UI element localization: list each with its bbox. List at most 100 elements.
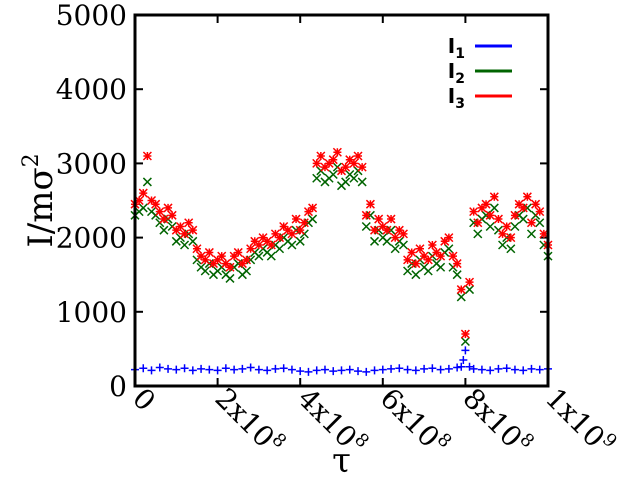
data-point [238, 364, 247, 373]
data-point [539, 229, 549, 239]
data-point [469, 207, 479, 217]
legend-label: I2 [448, 59, 465, 87]
data-point [291, 214, 301, 224]
data-point [506, 233, 516, 243]
data-point [180, 240, 190, 250]
data-point [349, 173, 359, 183]
data-point [233, 259, 243, 269]
data-point [329, 367, 338, 376]
data-point [518, 203, 528, 213]
data-point [452, 270, 462, 280]
data-point [485, 221, 495, 232]
y-tick-label: 4000 [56, 73, 127, 106]
data-point [225, 262, 235, 272]
legend-label-sub: 3 [455, 96, 465, 112]
data-point [217, 251, 227, 261]
data-point [337, 366, 346, 375]
data-point [527, 364, 536, 373]
data-point [444, 244, 454, 254]
data-point [204, 247, 214, 257]
data-point [279, 364, 288, 373]
data-point [460, 329, 470, 339]
data-point [423, 266, 433, 276]
data-point [295, 236, 305, 246]
y-axis-label: I/mσ2 [19, 153, 61, 247]
data-point [510, 210, 520, 220]
data-point [403, 365, 412, 374]
data-point [246, 255, 256, 265]
data-point [535, 365, 544, 374]
data-point [308, 203, 318, 213]
data-point [263, 366, 272, 375]
data-point [159, 225, 169, 235]
data-point [477, 365, 486, 374]
data-point [411, 270, 421, 280]
data-point [233, 247, 243, 257]
x-tick-label: 8x108 [456, 380, 538, 462]
data-point [230, 365, 239, 374]
data-point [452, 259, 462, 269]
data-point [246, 244, 256, 254]
data-point [465, 362, 474, 371]
data-point [308, 214, 318, 224]
data-point [390, 233, 400, 243]
data-point [531, 199, 541, 209]
data-point [328, 155, 338, 165]
data-point [387, 364, 396, 373]
data-point [295, 225, 305, 235]
data-point [316, 151, 326, 161]
y-axis-ticks: 0 1000 2000 3000 4000 5000 [56, 0, 548, 403]
data-point [299, 218, 309, 228]
data-point [365, 210, 375, 220]
data-point [436, 365, 445, 374]
data-point [390, 244, 400, 254]
data-point [275, 233, 285, 243]
data-point [184, 218, 194, 228]
data-point [254, 365, 263, 374]
data-point [180, 364, 189, 373]
data-point [494, 364, 503, 373]
data-point [473, 229, 483, 239]
legend-label-base: I [448, 34, 455, 58]
data-point [522, 192, 532, 202]
data-point [341, 177, 351, 187]
data-point [382, 225, 392, 235]
data-point [498, 229, 508, 239]
data-point [370, 366, 379, 375]
data-point [213, 366, 222, 375]
data-point [142, 151, 152, 161]
data-point [353, 151, 363, 161]
data-point [361, 221, 371, 232]
data-point [266, 251, 276, 261]
data-point [510, 365, 519, 374]
data-point [461, 346, 470, 355]
x-tick-label: 2x108 [209, 380, 291, 462]
data-point [411, 259, 421, 269]
legend-label-base: I [448, 59, 455, 83]
data-point [365, 199, 375, 209]
data-point [138, 188, 148, 198]
data-point [519, 366, 528, 375]
data-point [469, 364, 478, 373]
data-point [370, 236, 380, 246]
data-point [134, 195, 144, 206]
data-point [246, 363, 255, 372]
data-point [164, 364, 173, 373]
data-point [332, 147, 342, 157]
data-point [485, 210, 495, 220]
data-point [448, 251, 458, 261]
x-axis-label: τ [332, 441, 351, 480]
data-point [287, 240, 297, 250]
y-axis-label-base: I/mσ [21, 167, 61, 247]
plot-frame [133, 13, 550, 388]
legend-label: I3 [448, 84, 465, 112]
data-point [386, 225, 396, 235]
data-point [225, 273, 235, 283]
data-point [312, 173, 322, 183]
data-point [481, 199, 491, 209]
data-point [362, 367, 371, 376]
y-tick-label: 0 [109, 370, 127, 403]
data-point [188, 236, 198, 246]
data-point [320, 365, 329, 374]
data-point [535, 207, 545, 217]
